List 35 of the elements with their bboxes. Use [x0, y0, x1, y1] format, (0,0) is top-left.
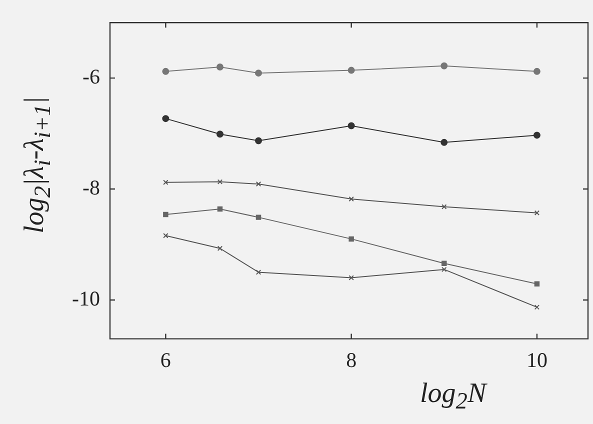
point	[256, 181, 262, 187]
point	[533, 132, 540, 139]
y-tick-label: -6	[82, 64, 100, 89]
point	[163, 180, 168, 185]
point	[348, 196, 354, 202]
point	[442, 204, 447, 210]
point	[216, 63, 224, 70]
x-tick-label: 8	[346, 348, 357, 372]
point	[217, 206, 223, 212]
point	[162, 68, 170, 75]
point	[216, 130, 224, 138]
point	[348, 66, 355, 74]
point	[440, 62, 448, 70]
point	[440, 138, 448, 146]
point	[163, 233, 168, 238]
x-tick-label: 6	[160, 348, 171, 372]
point	[348, 275, 354, 280]
point	[217, 246, 223, 251]
point	[162, 115, 170, 122]
point	[163, 212, 168, 218]
y-tick-label: -10	[72, 286, 100, 310]
x-tick-label: 10	[526, 348, 548, 372]
point	[534, 281, 540, 287]
point	[348, 236, 354, 242]
point	[256, 214, 262, 220]
point	[217, 179, 223, 184]
point	[533, 68, 540, 75]
point	[442, 260, 447, 266]
point	[256, 270, 262, 275]
y-tick-label: -8	[82, 176, 100, 200]
point	[255, 137, 262, 144]
point	[348, 122, 355, 130]
point	[255, 70, 262, 77]
x-axis-title: log$_{2}$N	[420, 378, 486, 416]
point	[442, 266, 447, 272]
